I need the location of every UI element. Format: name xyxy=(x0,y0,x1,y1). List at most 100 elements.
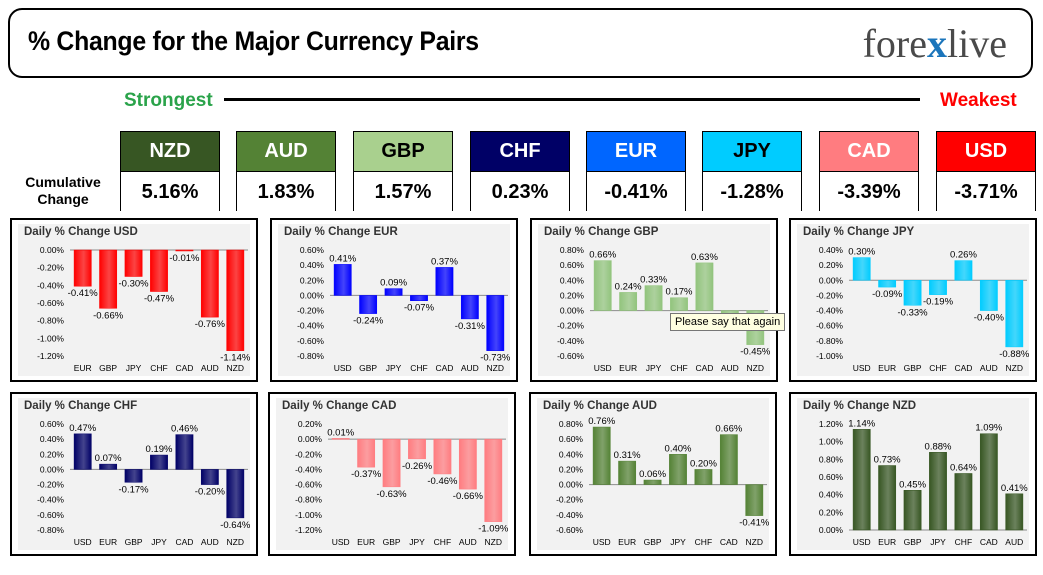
bar xyxy=(903,490,922,531)
chart-panel: Daily % Change JPY 0.40% 0.20% 0.00% -0.20% -… xyxy=(789,218,1037,382)
y-tick-label: 0.00% xyxy=(40,464,65,474)
x-category-label: USD xyxy=(853,537,871,547)
y-tick-label: 0.60% xyxy=(819,472,844,482)
bar xyxy=(1005,493,1024,531)
currency-cumulative-value: 5.16% xyxy=(121,172,219,212)
data-label: -0.40% xyxy=(974,313,1005,324)
x-category-label: EUR xyxy=(618,537,636,547)
currency-cumulative-value: 1.83% xyxy=(237,172,335,212)
y-tick-label: 0.00% xyxy=(559,480,584,490)
data-label: 0.63% xyxy=(691,252,718,263)
chart-title: Daily % Change JPY xyxy=(803,226,915,238)
x-category-label: CHF xyxy=(955,537,972,547)
data-label: -1.14% xyxy=(220,353,251,364)
data-label: 0.06% xyxy=(639,469,666,480)
chart-title: Daily % Change GBP xyxy=(544,226,659,238)
y-tick-label: -0.40% xyxy=(556,510,583,520)
data-label: 0.17% xyxy=(666,287,693,298)
x-category-label: CHF xyxy=(695,537,712,547)
chart-title: Daily % Change CAD xyxy=(282,400,397,412)
y-tick-label: -0.40% xyxy=(557,336,584,346)
x-category-label: JPY xyxy=(409,537,425,547)
bar xyxy=(73,249,92,287)
data-label: -0.63% xyxy=(377,489,408,500)
x-category-label: NZD xyxy=(227,363,244,373)
y-tick-label: 0.00% xyxy=(819,275,844,285)
y-tick-label: -0.40% xyxy=(816,306,843,316)
currency-cumulative-value: -1.28% xyxy=(703,172,801,212)
y-tick-label: -0.60% xyxy=(556,525,583,535)
x-category-label: GBP xyxy=(99,363,117,373)
data-label: -0.26% xyxy=(402,461,433,472)
y-tick-label: 0.20% xyxy=(559,464,584,474)
data-label: 0.41% xyxy=(329,253,356,264)
data-label: -0.30% xyxy=(119,279,150,290)
weakest-label: Weakest xyxy=(940,90,1017,111)
y-tick-label: -0.80% xyxy=(816,336,843,346)
x-category-label: GBP xyxy=(125,537,143,547)
y-tick-label: -0.80% xyxy=(37,316,64,326)
data-label: 0.46% xyxy=(171,424,198,435)
currency-name: CHF xyxy=(471,132,569,172)
bar xyxy=(150,454,168,470)
y-tick-label: 0.60% xyxy=(560,260,585,270)
y-tick-label: 0.40% xyxy=(819,490,844,500)
y-tick-label: 0.20% xyxy=(298,419,323,429)
bar xyxy=(979,280,998,311)
data-label: -0.19% xyxy=(923,297,954,308)
bar xyxy=(695,262,714,311)
bar xyxy=(954,473,973,531)
y-tick-label: 0.20% xyxy=(40,449,65,459)
data-label: -0.46% xyxy=(427,476,458,487)
bar xyxy=(484,438,503,522)
data-label: -0.33% xyxy=(898,307,929,318)
data-label: 0.37% xyxy=(431,256,458,267)
x-category-label: AUD xyxy=(461,363,479,373)
data-label: 0.41% xyxy=(1001,483,1028,494)
y-tick-label: -0.60% xyxy=(37,510,64,520)
bar xyxy=(618,460,637,485)
data-label: 0.40% xyxy=(665,443,692,454)
x-category-label: EUR xyxy=(357,537,375,547)
x-category-label: AUD xyxy=(721,363,739,373)
currency-cumulative-value: 1.57% xyxy=(354,172,452,212)
data-label: -0.07% xyxy=(404,303,435,314)
y-tick-label: 0.20% xyxy=(560,290,585,300)
bar xyxy=(226,469,245,519)
data-label: 0.66% xyxy=(589,250,616,261)
data-label: -0.47% xyxy=(144,294,175,305)
data-label: -0.45% xyxy=(740,347,771,358)
x-category-label: NZD xyxy=(487,363,504,373)
bar xyxy=(433,438,452,475)
x-category-label: EUR xyxy=(74,363,92,373)
currency-box-eur: EUR -0.41% xyxy=(586,131,686,212)
bar-chart: 0.40% 0.20% 0.00% -0.20% -0.40% -0.60% -0.80% -… xyxy=(816,245,1030,373)
x-category-label: NZD xyxy=(485,537,502,547)
bar xyxy=(382,438,401,488)
bar xyxy=(226,249,245,351)
chart-title: Daily % Change EUR xyxy=(284,226,398,238)
chart-title: Daily % Change USD xyxy=(24,226,138,238)
data-label: 1.14% xyxy=(848,418,875,429)
x-category-label: CAD xyxy=(720,537,738,547)
data-label: 0.73% xyxy=(874,455,901,466)
bar xyxy=(669,454,687,485)
data-label: -0.73% xyxy=(480,353,511,364)
data-label: -0.37% xyxy=(351,469,382,480)
currency-box-jpy: JPY -1.28% xyxy=(702,131,802,212)
chart-panel: Daily % Change USD 0.00% -0.20% -0.40% -0.60… xyxy=(10,218,258,382)
y-tick-label: -1.00% xyxy=(816,351,843,361)
x-category-label: CAD xyxy=(175,363,193,373)
ranking-line xyxy=(224,98,920,101)
y-tick-label: -0.40% xyxy=(37,495,64,505)
bar xyxy=(99,249,118,309)
y-tick-label: 0.80% xyxy=(560,245,585,255)
x-category-label: NZD xyxy=(746,537,763,547)
data-label: -0.88% xyxy=(999,349,1030,360)
x-category-label: JPY xyxy=(126,363,142,373)
x-category-label: CAD xyxy=(980,537,998,547)
x-category-label: USD xyxy=(593,537,611,547)
strongest-label: Strongest xyxy=(124,90,213,111)
data-label: -0.09% xyxy=(872,289,903,300)
data-label: 0.19% xyxy=(146,444,173,455)
